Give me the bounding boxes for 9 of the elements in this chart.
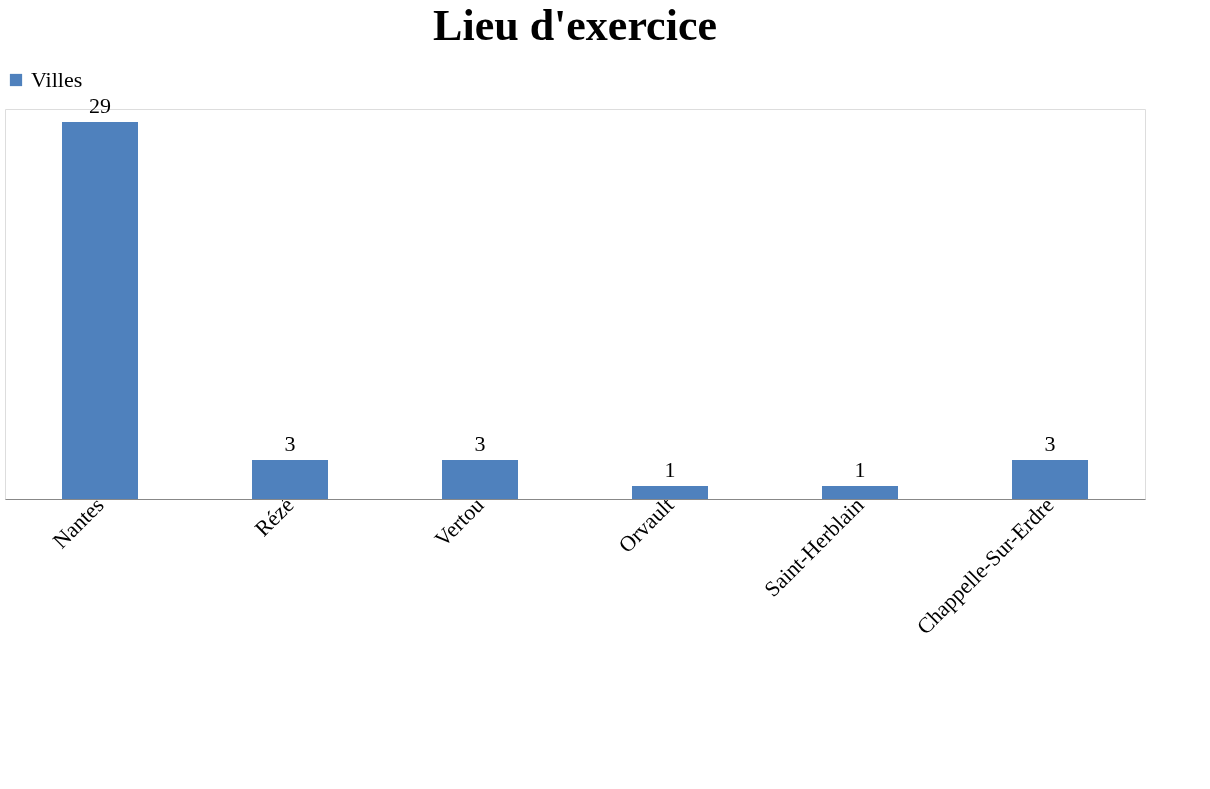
data-label: 1 [664, 457, 676, 482]
data-label: 1 [854, 457, 866, 482]
data-label: 29 [89, 93, 111, 118]
x-tick-label: Rézé [249, 492, 299, 542]
data-label: 3 [474, 431, 486, 456]
data-label: 3 [1044, 431, 1056, 456]
chart-title: Lieu d'exercice [433, 1, 717, 50]
data-label: 3 [284, 431, 296, 456]
legend-label: Villes [31, 67, 83, 92]
